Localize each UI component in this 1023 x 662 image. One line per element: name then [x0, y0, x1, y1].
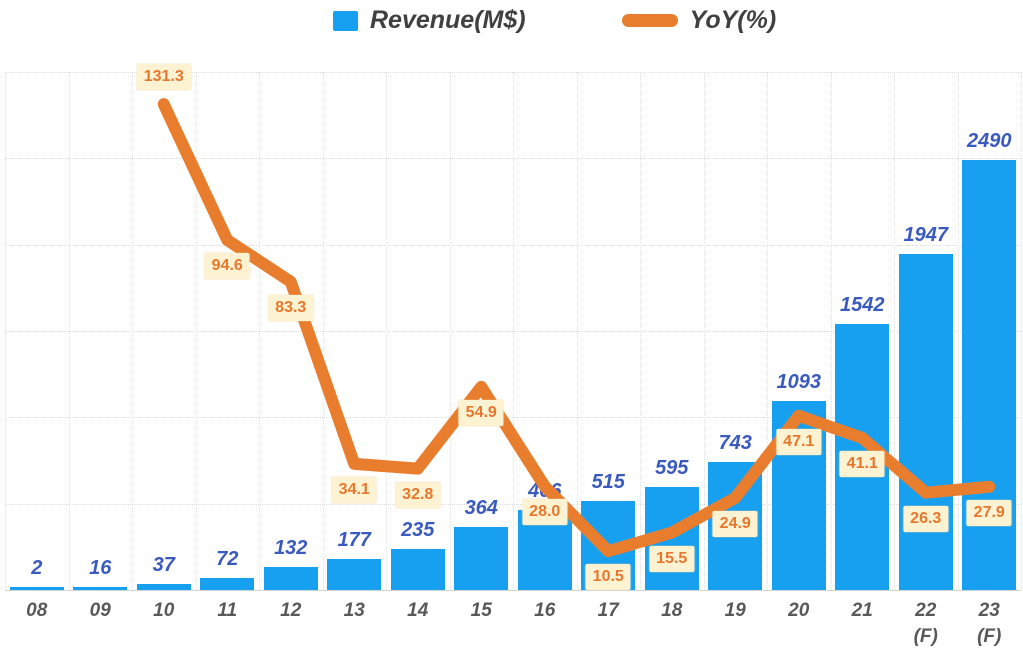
revenue-value-label: 2 — [31, 557, 43, 579]
gridline-vertical — [132, 72, 133, 590]
revenue-value-label: 515 — [591, 471, 625, 494]
gridline-vertical — [449, 72, 451, 590]
yoy-value-label: 47.1 — [776, 428, 822, 455]
yoy-value-label: 131.3 — [136, 64, 191, 91]
gridline-vertical — [576, 72, 578, 590]
legend-item-yoy: YoY(%) — [621, 6, 777, 35]
yoy-value-label: 32.8 — [395, 481, 441, 508]
gridline-vertical — [195, 72, 197, 590]
yoy-value-label: 54.9 — [458, 399, 504, 426]
x-axis-forecast-note: (F) — [913, 626, 938, 647]
gridline-vertical — [68, 72, 70, 590]
x-axis-line — [5, 590, 1021, 591]
x-axis-label-09: 09 — [89, 600, 111, 621]
gridline-vertical — [957, 72, 959, 590]
yoy-line-path — [157, 98, 996, 558]
revenue-bar-10 — [136, 583, 191, 590]
x-axis-label-15: 15 — [470, 600, 492, 621]
revenue-value-label: 595 — [655, 457, 689, 480]
revenue-value-label: 132 — [274, 537, 308, 560]
revenue-value-label: 364 — [464, 497, 498, 520]
gridline-vertical — [640, 72, 641, 590]
gridline-vertical — [830, 72, 832, 590]
gridline-vertical — [386, 72, 387, 590]
x-axis-label-13: 13 — [343, 600, 365, 621]
yoy-value-label: 15.5 — [649, 545, 695, 572]
revenue-value-label: 1542 — [840, 293, 885, 316]
revenue-bar-12 — [263, 567, 318, 590]
revenue-bar-14 — [390, 549, 445, 590]
yoy-legend-label: YoY(%) — [689, 6, 777, 34]
yoy-value-label: 83.3 — [268, 294, 314, 321]
gridline-vertical — [5, 72, 6, 590]
x-axis-label-20: 20 — [788, 600, 810, 621]
revenue-bar-22 — [898, 253, 953, 590]
gridline-vertical — [513, 72, 514, 590]
revenue-value-label: 1093 — [776, 371, 822, 394]
yoy-value-label: 41.1 — [839, 450, 885, 477]
x-axis-label-08: 08 — [26, 600, 48, 621]
x-axis-forecast-note: (F) — [977, 626, 1002, 647]
yoy-value-label: 10.5 — [585, 564, 631, 591]
revenue-value-label: 235 — [401, 519, 435, 542]
yoy-swatch-icon — [621, 14, 678, 27]
revenue-bar-11 — [200, 577, 255, 590]
revenue-legend-label: Revenue(M$) — [370, 6, 526, 34]
revenue-bar-13 — [327, 559, 382, 590]
revenue-value-label: 1947 — [903, 223, 949, 246]
revenue-swatch-icon — [333, 10, 358, 31]
x-axis-label-23: 23 (F) — [958, 598, 1022, 650]
revenue-bar-08 — [9, 587, 64, 590]
gridline-vertical — [703, 72, 705, 590]
x-axis-label-12: 12 — [280, 600, 302, 621]
x-axis-label-10: 10 — [153, 600, 175, 621]
x-axis-label-14: 14 — [407, 600, 429, 621]
gridline-vertical — [1021, 72, 1022, 590]
yoy-value-label: 24.9 — [712, 510, 758, 537]
x-axis-label-22: 22 (F) — [894, 598, 958, 650]
revenue-value-label: 16 — [89, 557, 112, 579]
revenue-value-label: 743 — [718, 431, 752, 454]
revenue-value-label: 2490 — [967, 130, 1012, 153]
yoy-value-label: 94.6 — [204, 252, 250, 279]
x-axis-label-11: 11 — [217, 600, 238, 621]
yoy-value-label: 34.1 — [331, 476, 377, 503]
gridline-vertical — [322, 72, 324, 590]
x-axis-label-19: 19 — [724, 600, 746, 621]
legend-item-revenue: Revenue(M$) — [333, 6, 526, 35]
x-axis-label-21: 21 — [851, 600, 873, 621]
yoy-value-label: 26.3 — [903, 505, 949, 532]
revenue-value-label: 37 — [152, 553, 175, 576]
x-axis-label-18: 18 — [661, 600, 683, 621]
x-axis-label-17: 17 — [597, 600, 619, 621]
revenue-bar-09 — [73, 587, 128, 590]
x-axis-label-16: 16 — [534, 600, 556, 621]
revenue-bar-15 — [454, 527, 509, 590]
yoy-value-label: 27.9 — [966, 499, 1012, 526]
revenue-value-label: 72 — [216, 547, 239, 570]
gridline-vertical — [767, 72, 768, 590]
gridline-vertical — [259, 72, 260, 590]
gridline-vertical — [894, 72, 895, 590]
revenue-value-label: 177 — [337, 529, 371, 552]
chart-legend: Revenue(M$) YoY(%) — [333, 6, 776, 35]
yoy-value-label: 28.0 — [522, 499, 568, 526]
